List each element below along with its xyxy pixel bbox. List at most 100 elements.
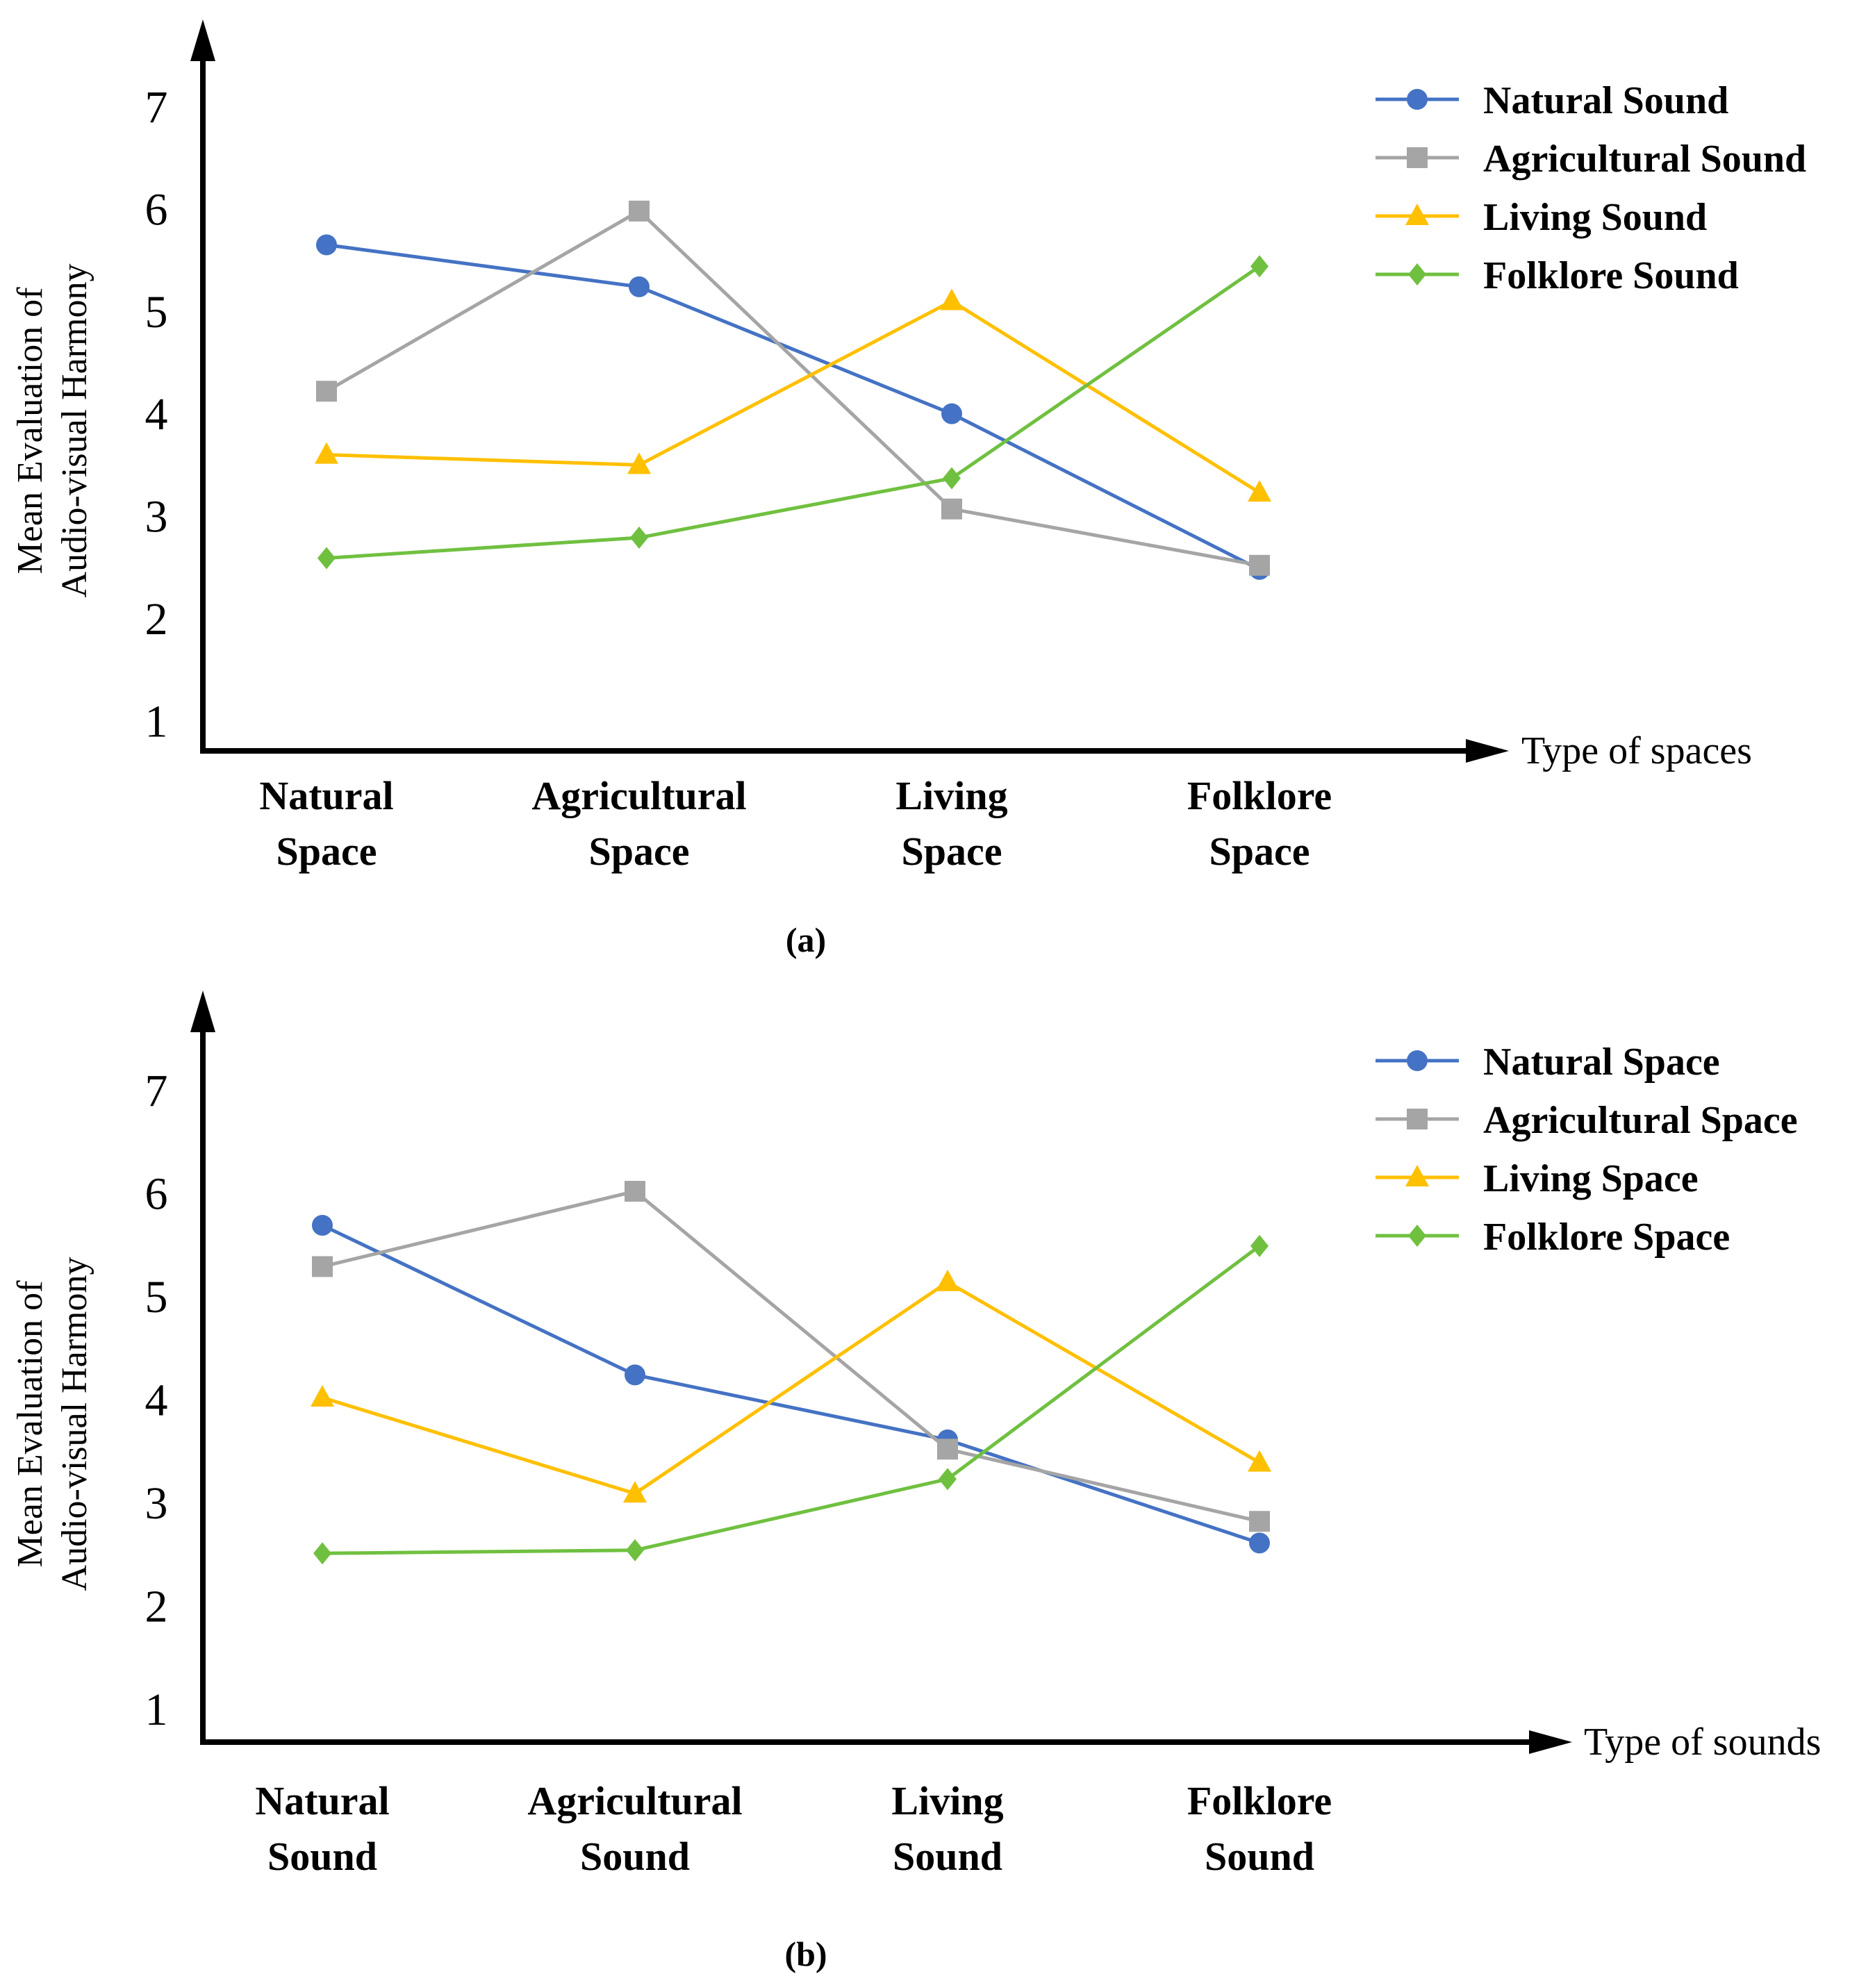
legend-marker: [1407, 1050, 1428, 1071]
data-point: [1248, 1450, 1271, 1472]
y-axis-arrow: [190, 19, 215, 61]
x-category-label: Sound: [267, 1834, 377, 1879]
data-point: [629, 276, 650, 297]
data-point: [316, 234, 337, 256]
y-tick-label: 4: [145, 1375, 168, 1426]
data-point: [630, 527, 648, 549]
data-point: [939, 1468, 957, 1491]
x-category-label: Space: [1209, 829, 1310, 874]
legend-marker: [1407, 1109, 1428, 1129]
data-point: [316, 381, 337, 402]
legend-label: Agricultural Sound: [1483, 138, 1806, 181]
data-point: [311, 1385, 334, 1407]
data-point: [627, 452, 651, 474]
legend-label: Natural Space: [1483, 1041, 1720, 1084]
y-axis-title-line: Audio-visual Harmony: [55, 264, 94, 598]
data-point: [1250, 1234, 1269, 1257]
x-category-label: Agricultural: [531, 773, 746, 818]
series-line: [322, 1280, 1261, 1496]
data-point: [315, 442, 338, 464]
y-tick-label: 2: [145, 594, 168, 645]
legend-marker: [1407, 147, 1428, 168]
legend: Natural Space Agricultural Space Living Sp…: [1376, 1041, 1798, 1259]
y-axis-arrow: [190, 991, 215, 1032]
data-point: [1250, 255, 1269, 278]
panel-label: (a): [786, 920, 826, 959]
x-category-label: Natural: [259, 773, 393, 818]
x-axis-title: Type of spaces: [1521, 729, 1752, 772]
series-line: [325, 209, 1260, 568]
x-category-label: Living: [891, 1778, 1003, 1823]
legend-marker: [1408, 1225, 1426, 1247]
y-tick-label: 1: [145, 696, 168, 747]
x-category-label: Space: [902, 829, 1002, 874]
data-point: [317, 547, 336, 570]
chart-panel-a: 7 6 5 4 3 2 1 Mean Evaluation of Audio-visual Ha…: [10, 19, 1806, 959]
y-tick-label: 3: [145, 1478, 168, 1529]
legend: Natural Sound Agricultural Sound Living So…: [1376, 79, 1806, 297]
series-line: [321, 1223, 1260, 1545]
data-point: [1248, 480, 1271, 502]
legend-label: Living Sound: [1483, 196, 1707, 239]
series-line: [322, 1189, 1260, 1523]
x-category-label: Folklore: [1187, 773, 1332, 818]
y-tick-label: 7: [145, 1066, 168, 1116]
x-axis-title: Type of sounds: [1584, 1721, 1821, 1764]
data-point: [940, 288, 964, 310]
data-point: [312, 1215, 333, 1236]
y-tick-label: 6: [145, 1169, 168, 1220]
x-category-label: Sound: [1205, 1834, 1314, 1879]
data-point: [312, 1256, 333, 1277]
legend-label: Folklore Sound: [1483, 254, 1739, 297]
x-category-label: Natural: [255, 1778, 389, 1823]
legend-marker: [1405, 204, 1429, 225]
data-point: [626, 1539, 644, 1562]
series-folklore-space: [313, 1234, 1269, 1565]
y-tick-label: 3: [145, 492, 168, 542]
series-line: [322, 1244, 1261, 1555]
series-line: [326, 265, 1261, 561]
x-category-label: Folklore: [1187, 1778, 1332, 1823]
data-point: [1249, 1511, 1270, 1532]
data-point: [936, 1269, 959, 1291]
data-point: [623, 1481, 647, 1503]
x-category-label: Sound: [893, 1834, 1002, 1879]
series-folklore-sound: [317, 255, 1269, 570]
x-category-label: Sound: [580, 1834, 690, 1879]
y-axis-title-line: Audio-visual Harmony: [55, 1257, 94, 1591]
data-point: [313, 1542, 331, 1565]
data-point: [937, 1439, 958, 1460]
series-living-space: [311, 1269, 1271, 1503]
legend-marker: [1407, 89, 1428, 110]
data-point: [943, 467, 961, 490]
series-line: [326, 299, 1261, 495]
y-tick-label: 7: [145, 82, 168, 133]
y-axis-title: Mean Evaluation of Audio-visual Harmony: [10, 264, 94, 598]
x-axis-arrow: [1466, 739, 1509, 763]
legend-label: Living Space: [1483, 1157, 1699, 1200]
legend-label: Natural Sound: [1483, 79, 1728, 122]
series-natural-sound: [316, 234, 1270, 580]
data-point: [625, 1181, 645, 1202]
y-axis-title-line: Mean Evaluation of: [10, 287, 50, 574]
x-category-label: Living: [895, 773, 1007, 818]
x-category-label: Space: [589, 829, 690, 874]
legend-label: Folklore Space: [1483, 1216, 1730, 1259]
panel-label: (b): [784, 1935, 827, 1973]
data-point: [629, 200, 650, 222]
x-category-label: Agricultural: [527, 1778, 742, 1823]
series-agricultural-space: [312, 1181, 1270, 1532]
legend-label: Agricultural Space: [1483, 1099, 1798, 1142]
legend-marker: [1405, 1165, 1429, 1186]
data-point: [941, 403, 962, 424]
data-point: [1249, 1532, 1270, 1554]
legend-marker: [1408, 263, 1426, 285]
chart-panel-b: 7 6 5 4 3 2 1 Mean Evaluation of Audio-visual Ha…: [10, 991, 1821, 1973]
series-line: [326, 242, 1261, 571]
series-agricultural-sound: [316, 200, 1270, 576]
y-tick-label: 5: [145, 1272, 168, 1323]
data-point: [625, 1364, 645, 1386]
x-category-label: Space: [276, 829, 377, 874]
y-axis-title: Mean Evaluation of Audio-visual Harmony: [10, 1257, 94, 1591]
x-axis-arrow: [1529, 1730, 1572, 1754]
